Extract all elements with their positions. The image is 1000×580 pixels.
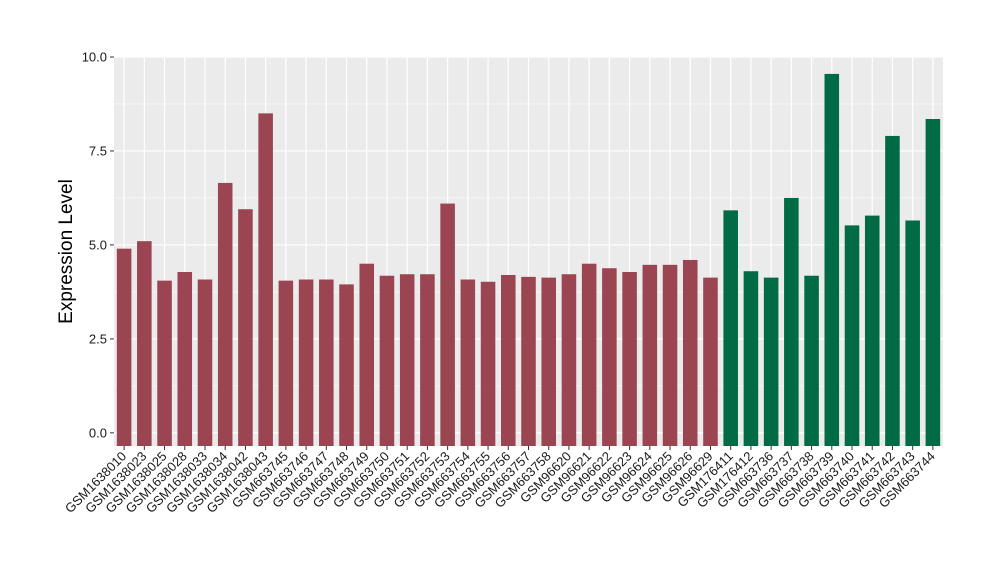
bar <box>804 275 819 446</box>
bar <box>642 264 658 446</box>
bar <box>682 259 698 446</box>
bar <box>339 284 354 446</box>
x-axis: GSM1638010GSM1638023GSM1638025GSM1638028… <box>62 446 938 516</box>
bar <box>480 281 496 446</box>
bar <box>581 263 597 446</box>
bar <box>703 277 718 446</box>
bar <box>622 271 637 446</box>
bar <box>905 220 920 446</box>
bar <box>763 277 779 446</box>
y-axis-title: Expression Level <box>56 179 77 324</box>
y-tick-label: 5.0 <box>89 237 107 252</box>
bar <box>319 279 334 446</box>
bar <box>359 263 375 446</box>
bar <box>157 280 172 446</box>
y-tick-label: 10.0 <box>82 50 107 65</box>
bar <box>925 119 941 446</box>
y-tick-label: 7.5 <box>89 143 107 158</box>
bar <box>541 277 556 446</box>
y-tick-label: 0.0 <box>89 425 107 440</box>
y-tick-label: 2.5 <box>89 331 107 346</box>
bar <box>784 197 799 446</box>
bar <box>521 276 536 446</box>
bar <box>561 274 577 446</box>
bar <box>197 279 213 446</box>
bar <box>399 274 415 446</box>
bar <box>885 135 900 446</box>
bar <box>379 275 395 446</box>
bar <box>116 248 132 446</box>
bar <box>844 225 860 446</box>
bar <box>824 73 840 447</box>
bar <box>460 279 476 446</box>
bar <box>864 215 880 446</box>
bar <box>723 210 738 446</box>
bar <box>440 203 455 446</box>
bar <box>501 274 516 446</box>
bar <box>420 274 435 446</box>
bar <box>298 279 314 446</box>
bar <box>602 268 617 446</box>
bar <box>177 271 193 446</box>
bar <box>278 280 294 446</box>
bar <box>743 271 759 446</box>
bars <box>116 73 941 447</box>
bar <box>238 209 253 446</box>
bar <box>258 113 273 447</box>
bar <box>662 264 678 446</box>
y-axis: 0.0 2.5 5.0 7.5 10.0 <box>82 50 114 440</box>
bar <box>137 241 152 446</box>
bar <box>217 182 233 447</box>
